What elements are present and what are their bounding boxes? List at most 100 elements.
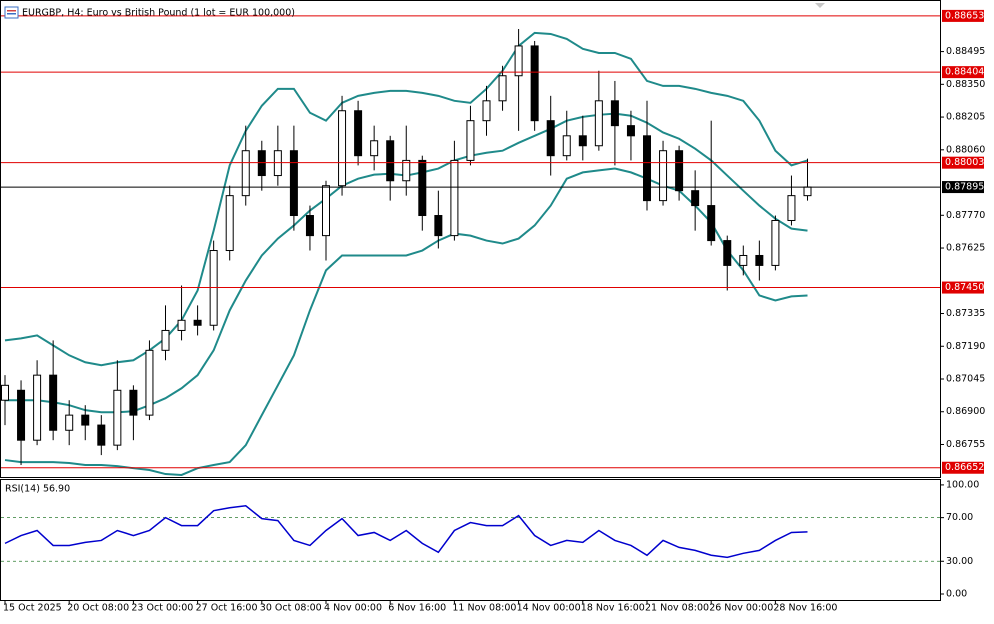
y-tick-label: 0.88350 [946, 79, 985, 90]
candle-body [787, 195, 796, 221]
candle-body [723, 240, 732, 266]
y-tick-label: 0.87625 [946, 243, 985, 254]
x-tick-label: 4 Nov 00:00 [324, 603, 382, 614]
candle-body [33, 374, 42, 441]
y-tick-label: 0.88495 [946, 46, 985, 57]
candle-body [707, 205, 716, 242]
candle-body [594, 100, 603, 147]
candle-body [305, 215, 314, 237]
y-tick-label: 0.87045 [946, 374, 985, 385]
candle-body [402, 159, 411, 182]
candle-body [97, 424, 106, 446]
candle-body [514, 45, 523, 77]
level-label: 0.88404 [945, 67, 984, 78]
x-tick-label: 15 Oct 2025 [3, 603, 62, 614]
level-label: 0.88003 [945, 157, 984, 168]
candle-body [498, 75, 507, 102]
candle-body [370, 140, 379, 157]
x-tick-label: 11 Nov 08:00 [452, 603, 516, 614]
y-tick-label: 30.00 [946, 556, 973, 567]
candle-body [546, 120, 555, 157]
candle-body [145, 349, 154, 416]
candle-body [626, 125, 635, 137]
rsi-title: RSI(14) 56.90 [5, 484, 70, 495]
y-tick-label: 0.88060 [946, 144, 985, 155]
frame [0, 0, 941, 601]
candle-body [771, 219, 780, 266]
candle-body [177, 319, 186, 331]
candle-body [289, 150, 298, 217]
candle-body [562, 135, 571, 157]
candle-body [241, 150, 250, 197]
candle-body [113, 389, 122, 446]
current-price-box [942, 181, 984, 194]
x-tick-label: 6 Nov 16:00 [388, 603, 446, 614]
level-label: 0.87450 [945, 282, 984, 293]
candle-body [338, 110, 347, 187]
candle-body [578, 135, 587, 147]
candle-body [225, 195, 234, 252]
y-tick-label: 0.87190 [946, 341, 985, 352]
candle-body [81, 414, 90, 426]
candle-body [803, 186, 812, 197]
candle-body [434, 215, 443, 237]
rsi-panel-frame [0, 479, 941, 601]
level-label-box [942, 9, 984, 22]
y-tick-label: 0.86755 [946, 439, 985, 450]
level-label: 0.88653 [945, 10, 984, 21]
x-tick-label: 14 Nov 00:00 [517, 603, 581, 614]
y-tick-label: 0.87335 [946, 308, 985, 319]
y-tick-label: 70.00 [946, 512, 973, 523]
current-price-label: 0.87895 [945, 182, 984, 193]
shift-marker [815, 3, 825, 8]
y-tick-label: 0.86900 [946, 406, 985, 417]
x-tick-label: 27 Oct 16:00 [196, 603, 258, 614]
candle-body [322, 185, 330, 237]
x-tick-label: 21 Nov 08:00 [645, 603, 709, 614]
candle-body [530, 45, 539, 122]
candle-body [354, 110, 363, 157]
candle-body [161, 329, 170, 351]
candle-body [65, 414, 74, 431]
candle-body [193, 319, 202, 326]
level-label-box [942, 281, 984, 294]
candle-body [755, 254, 764, 266]
symbol-icon [4, 6, 19, 19]
level-label-box [942, 66, 984, 79]
chart-title: EURGBP, H4: Euro vs British Pound (1 lot… [22, 8, 295, 19]
level-label-box [942, 461, 984, 474]
candle-body [691, 190, 700, 207]
icon-frame [4, 6, 19, 19]
candle-body [659, 150, 668, 202]
x-tick-label: 18 Nov 16:00 [581, 603, 645, 614]
candle-body [610, 100, 619, 127]
candle-body [386, 140, 395, 182]
y-tick-label: 0.00 [946, 589, 967, 600]
icon-stripe [7, 13, 16, 15]
x-tick-label: 30 Oct 08:00 [260, 603, 322, 614]
candle-body [49, 374, 58, 431]
candle-body [739, 254, 748, 266]
candle-body [466, 120, 475, 161]
candle-body [1, 384, 9, 401]
candle-body [129, 389, 138, 416]
candle-body [643, 135, 651, 202]
x-tick-label: 23 Oct 00:00 [131, 603, 193, 614]
x-tick-label: 28 Nov 16:00 [773, 603, 837, 614]
x-tick-label: 20 Oct 08:00 [67, 603, 129, 614]
bollinger-band [4, 31, 808, 367]
icon-stripe [7, 10, 16, 12]
candle-body [450, 159, 459, 237]
y-tick-label: 100.00 [946, 479, 979, 490]
candle-body [675, 150, 684, 192]
y-tick-label: 0.88205 [946, 112, 985, 123]
candle-body [17, 389, 26, 441]
main-panel-frame [0, 0, 941, 478]
bollinger-band [4, 167, 808, 476]
level-label-box [942, 156, 984, 169]
candle-body [418, 159, 427, 217]
y-tick-label: 0.87770 [946, 210, 985, 221]
